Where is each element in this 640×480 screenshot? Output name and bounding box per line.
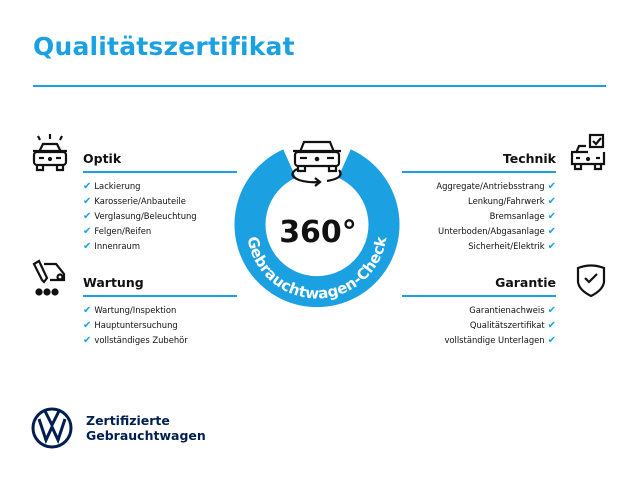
check-icon: ✔ bbox=[83, 305, 92, 316]
check-icon: ✔ bbox=[547, 241, 556, 252]
check-icon: ✔ bbox=[547, 181, 556, 192]
check-icon: ✔ bbox=[83, 226, 92, 237]
list-item: Qualitätszertifikat ✔ bbox=[469, 320, 556, 331]
list-item: Garantienachweis ✔ bbox=[469, 305, 556, 316]
check-360-badge: Gebrauchtwagen-Check 360° bbox=[234, 140, 400, 308]
check-icon: ✔ bbox=[547, 211, 556, 222]
degrees-label: 360° bbox=[279, 215, 357, 250]
section-divider bbox=[83, 295, 237, 297]
check-icon: ✔ bbox=[547, 196, 556, 207]
title-divider bbox=[33, 85, 606, 87]
check-icon: ✔ bbox=[547, 335, 556, 346]
car-check-icon bbox=[570, 133, 606, 171]
list-item: Lenkung/Fahrwerk ✔ bbox=[468, 196, 556, 207]
car-rotate-icon bbox=[291, 140, 342, 187]
list-item: ✔ Innenraum bbox=[83, 241, 140, 252]
brand-line2: Gebrauchtwagen bbox=[86, 428, 206, 443]
service-tools-icon bbox=[32, 259, 66, 296]
list-item: ✔ Felgen/Reifen bbox=[83, 226, 152, 237]
list-item: ✔ Verglasung/Beleuchtung bbox=[83, 211, 197, 222]
section-garantie: Garantie Garantienachweis ✔ Qualitätszert… bbox=[402, 275, 556, 348]
section-heading: Technik bbox=[502, 151, 556, 166]
section-divider bbox=[402, 171, 556, 173]
section-heading: Wartung bbox=[83, 275, 144, 290]
list-item: ✔ Hauptuntersuchung bbox=[83, 320, 178, 331]
section-technik: Technik Aggregate/Antriebsstrang ✔ Lenkun… bbox=[402, 151, 556, 254]
brand-text: Zertifizierte Gebrauchtwagen bbox=[86, 413, 206, 443]
list-item: Unterboden/Abgasanlage ✔ bbox=[438, 226, 556, 237]
check-icon: ✔ bbox=[83, 181, 92, 192]
check-icon: ✔ bbox=[83, 335, 92, 346]
ring-arc bbox=[234, 149, 400, 308]
list-item: ✔ Wartung/Inspektion bbox=[83, 305, 177, 316]
page-title: Qualitätszertifikat bbox=[33, 32, 295, 61]
check-icon: ✔ bbox=[83, 241, 92, 252]
list-item: ✔ Karosserie/Anbauteile bbox=[83, 196, 186, 207]
section-wartung: Wartung ✔ Wartung/Inspektion ✔ Hauptunters… bbox=[83, 275, 237, 348]
vw-logo bbox=[31, 407, 73, 449]
car-lights-icon bbox=[32, 134, 68, 172]
list-item: Sicherheit/Elektrik ✔ bbox=[468, 241, 556, 252]
check-icon: ✔ bbox=[547, 226, 556, 237]
list-item: Bremsanlage ✔ bbox=[489, 211, 556, 222]
list-item: Aggregate/Antriebsstrang ✔ bbox=[436, 181, 556, 192]
list-item: ✔ Lackierung bbox=[83, 181, 141, 192]
brand-line1: Zertifizierte bbox=[86, 413, 170, 428]
section-divider bbox=[402, 295, 556, 297]
check-icon: ✔ bbox=[83, 196, 92, 207]
check-icon: ✔ bbox=[83, 211, 92, 222]
check-icon: ✔ bbox=[547, 320, 556, 331]
section-heading: Garantie bbox=[495, 275, 556, 290]
check-icon: ✔ bbox=[547, 305, 556, 316]
section-divider bbox=[83, 171, 237, 173]
section-heading: Optik bbox=[83, 151, 122, 166]
check-icon: ✔ bbox=[83, 320, 92, 331]
list-item: vollständige Unterlagen ✔ bbox=[444, 335, 556, 346]
section-optik: Optik ✔ Lackierung ✔ Karosserie/Anbauteile… bbox=[83, 151, 237, 254]
list-item: ✔ vollständiges Zubehör bbox=[83, 335, 188, 346]
shield-check-icon bbox=[576, 264, 606, 298]
